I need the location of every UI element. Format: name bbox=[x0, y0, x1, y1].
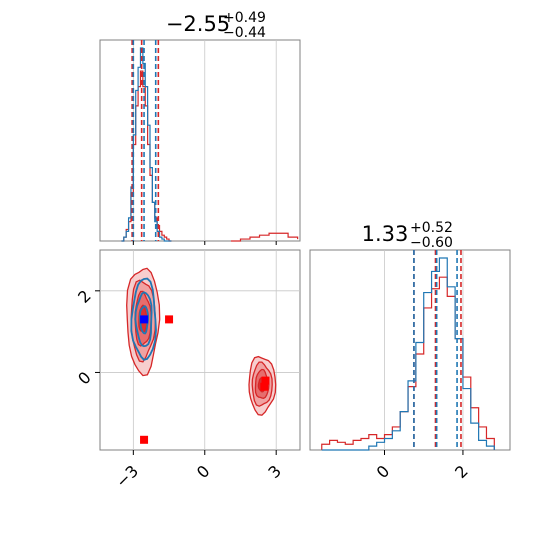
marker-blue-point bbox=[140, 315, 149, 324]
blue-contour-level1 bbox=[134, 291, 153, 348]
panel-bottom-left-frame bbox=[99, 249, 301, 451]
y-tick-label-param2: 2 bbox=[74, 286, 95, 307]
y-tick-label-param2: 0 bbox=[74, 368, 95, 389]
x-tick-label-param2: 2 bbox=[451, 461, 472, 482]
marker-red-point bbox=[140, 435, 149, 444]
param1-title-median: −2.55 bbox=[166, 12, 230, 36]
series-red-hist-param2 bbox=[321, 276, 495, 450]
x-tick-label-param1: −3 bbox=[112, 461, 142, 491]
marker-red-point bbox=[261, 376, 270, 385]
x-tick-label-param1: 3 bbox=[264, 461, 285, 482]
blue-contour-level0 bbox=[130, 277, 157, 361]
panel-bottom-right-frame bbox=[309, 249, 511, 451]
x-tick-label-param2: 0 bbox=[373, 461, 394, 482]
param1-title-minus: −0.44 bbox=[223, 25, 266, 41]
series-red-hist-param1 bbox=[121, 70, 172, 242]
param1-title: −2.55 bbox=[166, 12, 230, 36]
series-blue-hist-param2 bbox=[321, 257, 495, 451]
marker-red-point bbox=[165, 315, 174, 324]
x-tick-label-param1: 0 bbox=[193, 461, 214, 482]
marker-red-point bbox=[260, 382, 269, 391]
param2-title-minus: −0.60 bbox=[410, 235, 453, 251]
series-red-hist-param1-tail bbox=[230, 232, 299, 242]
series-blue-hist-param1 bbox=[121, 47, 172, 242]
param1-title-plus: +0.49 bbox=[223, 10, 266, 26]
panel-top-left-frame bbox=[99, 39, 301, 242]
param2-title-median: 1.33 bbox=[362, 222, 409, 246]
param2-title-plus: +0.52 bbox=[410, 220, 453, 236]
